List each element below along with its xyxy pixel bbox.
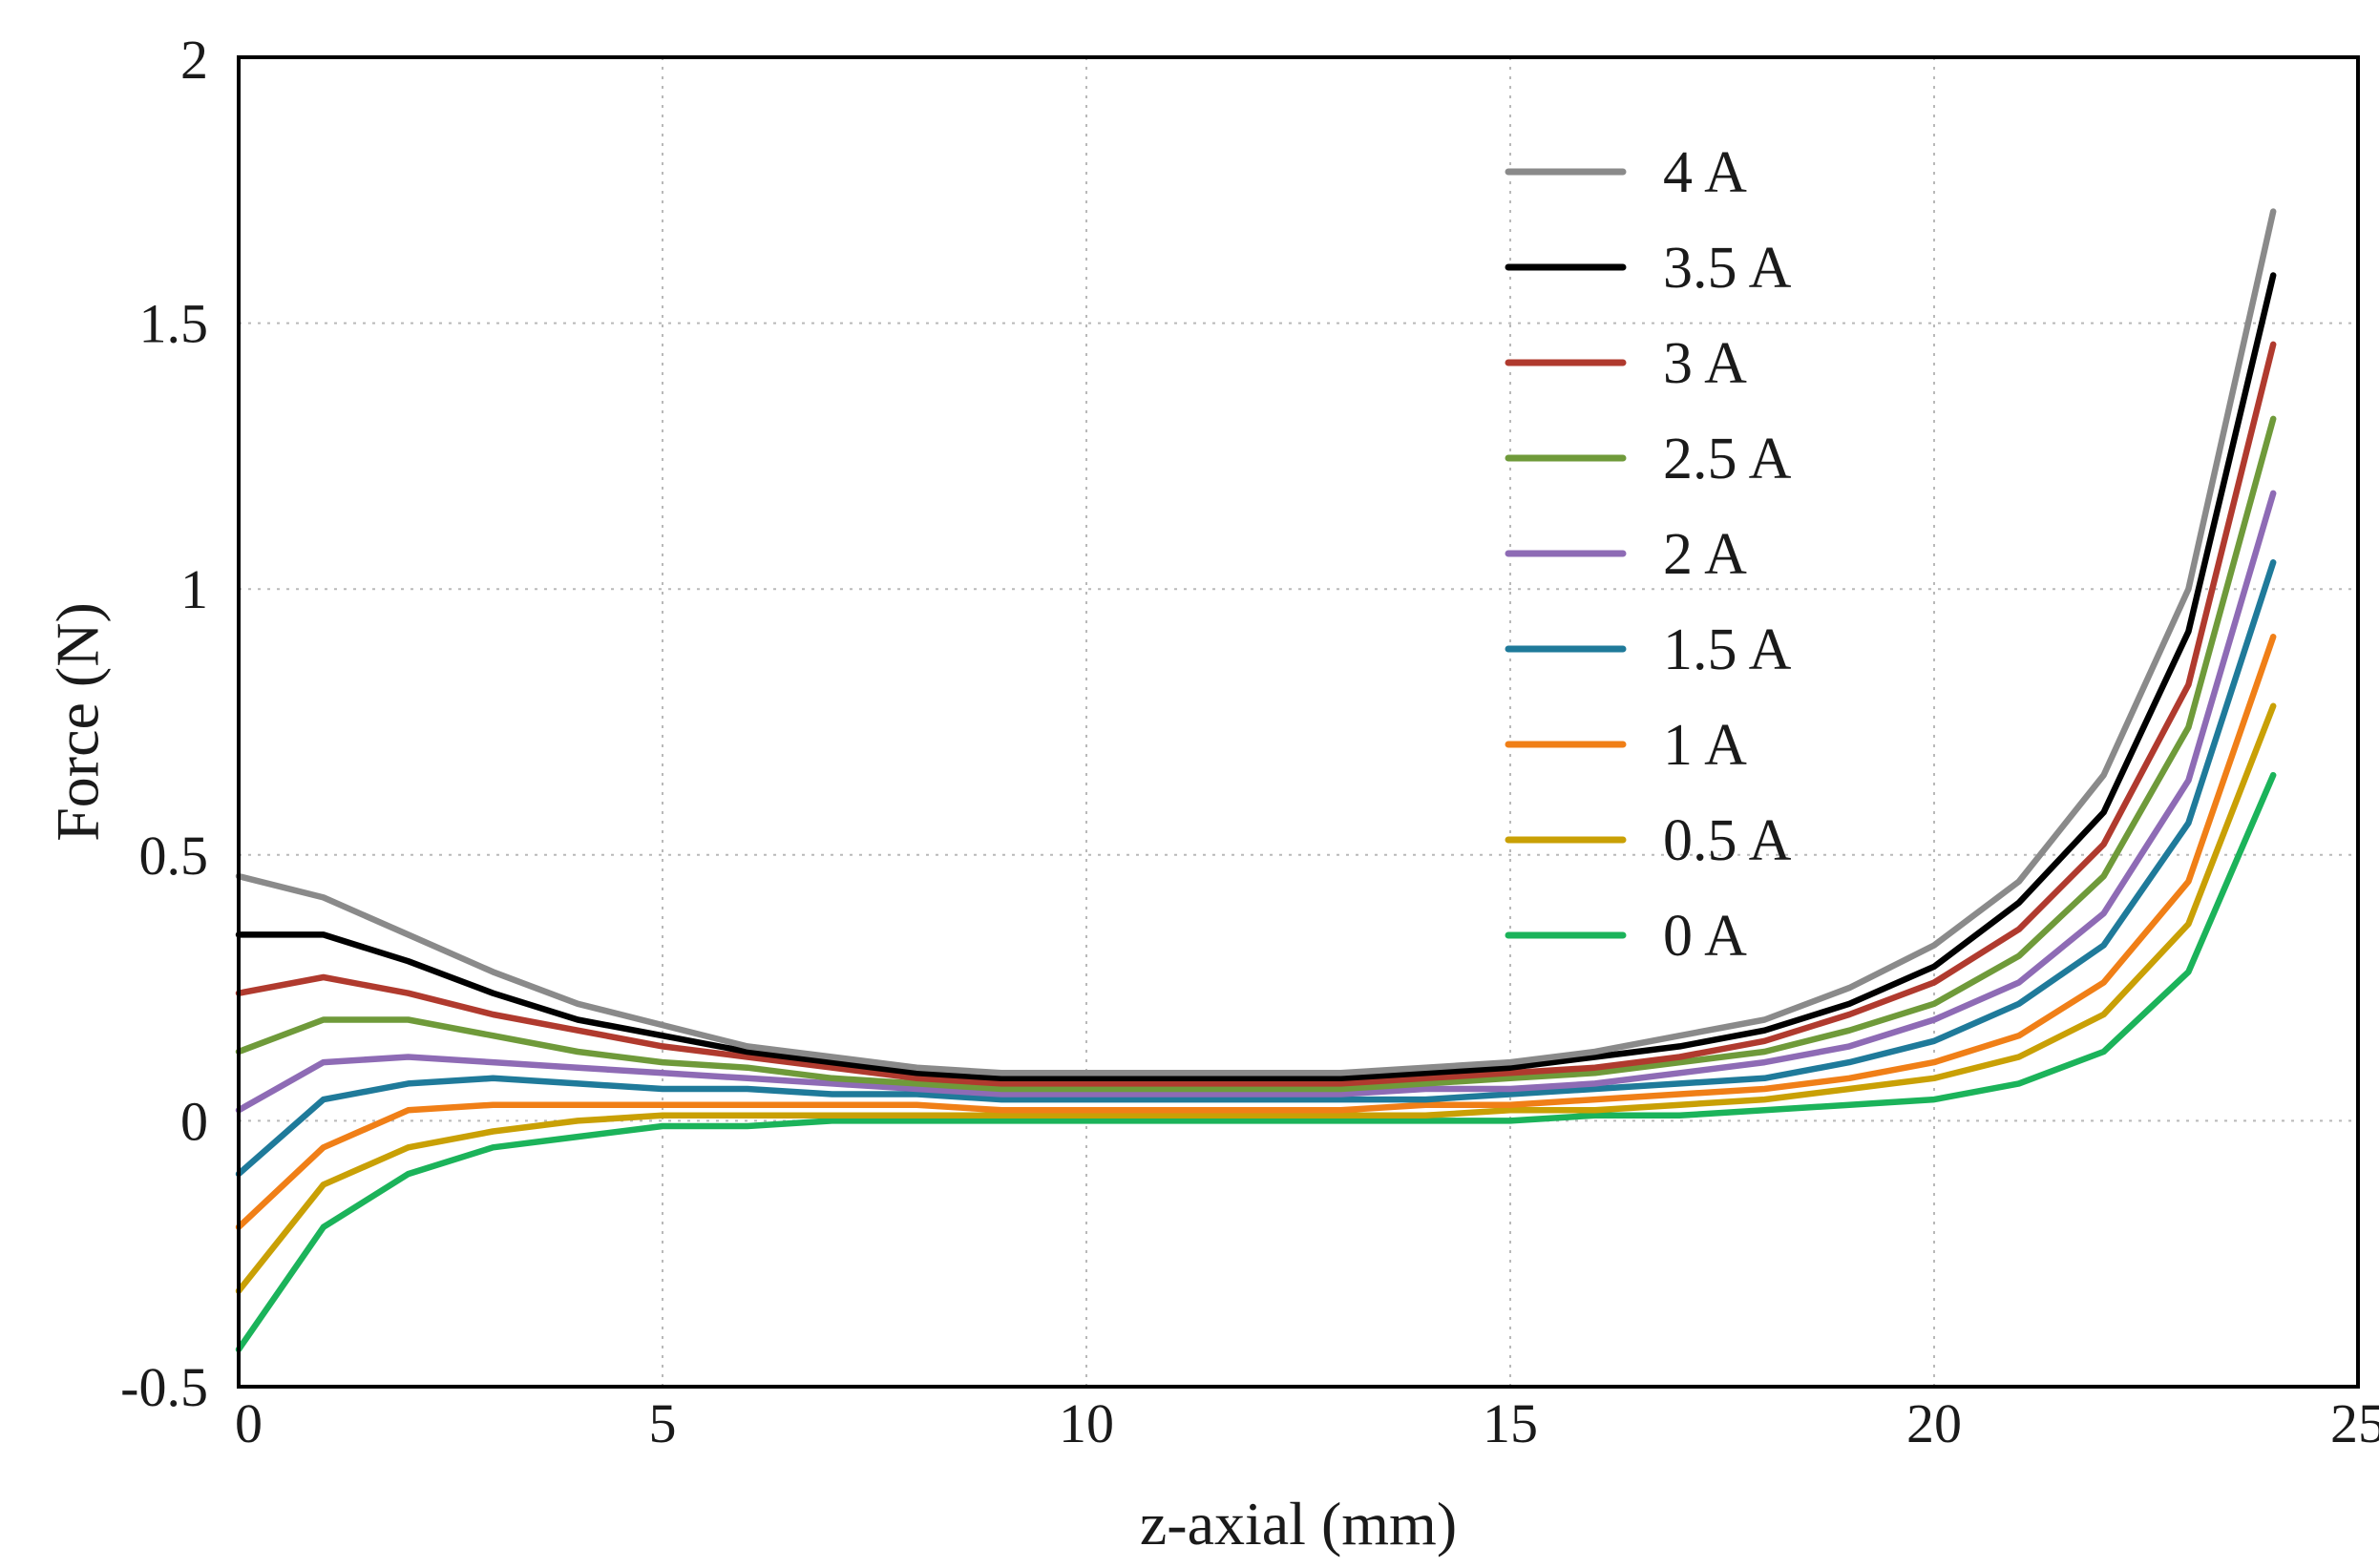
y-tick-label: 0.5 [139, 825, 209, 887]
legend-label: 3.5 A [1663, 236, 1792, 301]
legend-label: 0 A [1663, 904, 1747, 969]
x-axis-title: z-axial (mm) [1140, 1490, 1457, 1558]
series-line-2-A [235, 490, 2277, 1114]
legend-label: 2 A [1663, 522, 1747, 587]
series-line-3-A [235, 341, 2277, 1087]
y-tick-label: 0 [180, 1090, 208, 1152]
series-line-0-A [235, 771, 2277, 1353]
tick-labels: 0 5 10 15 20 25 -0.5 0 0.5 1 1.5 2 [120, 29, 2379, 1454]
series-group [235, 208, 2277, 1353]
legend-item: 2 A [1505, 522, 1747, 587]
y-axis-title: Force (N) [44, 602, 112, 842]
x-tick-label: 25 [2330, 1392, 2379, 1454]
legend-item: 0 A [1505, 904, 1747, 969]
legend-label: 3 A [1663, 331, 1747, 396]
legend-item: 4 A [1505, 140, 1747, 205]
grid [239, 57, 2358, 1387]
y-tick-label: 1.5 [139, 293, 209, 355]
legend-label: 4 A [1663, 140, 1747, 205]
x-tick-label: 5 [649, 1392, 677, 1454]
y-tick-label: -0.5 [120, 1356, 208, 1418]
legend: 4 A 3.5 A 3 A 2.5 A 2 A 1.5 A 1 A 0.5 A 0 A [1505, 140, 1792, 969]
x-tick-label: 20 [1906, 1392, 1962, 1454]
legend-label: 0.5 A [1663, 808, 1792, 873]
series-line-3_5-A [235, 272, 2277, 1082]
x-tick-label: 0 [235, 1392, 263, 1454]
series-line-1-A [235, 634, 2277, 1231]
series-line-2_5-A [235, 415, 2277, 1093]
series-line-1_5-A [235, 559, 2277, 1178]
y-tick-label: 1 [180, 558, 208, 620]
legend-item: 3 A [1505, 331, 1747, 396]
legend-item: 1 A [1505, 713, 1747, 778]
series-line-4-A [235, 208, 2277, 1077]
y-tick-label: 2 [180, 29, 208, 91]
x-tick-label: 15 [1483, 1392, 1538, 1454]
legend-label: 1.5 A [1663, 617, 1792, 682]
legend-item: 0.5 A [1505, 808, 1792, 873]
legend-label: 2.5 A [1663, 427, 1792, 491]
legend-item: 1.5 A [1505, 617, 1792, 682]
legend-item: 3.5 A [1505, 236, 1792, 301]
legend-item: 2.5 A [1505, 427, 1792, 491]
legend-label: 1 A [1663, 713, 1747, 778]
plot-frame [237, 55, 2360, 1389]
x-tick-label: 10 [1059, 1392, 1114, 1454]
series-line-0_5-A [235, 702, 2277, 1294]
